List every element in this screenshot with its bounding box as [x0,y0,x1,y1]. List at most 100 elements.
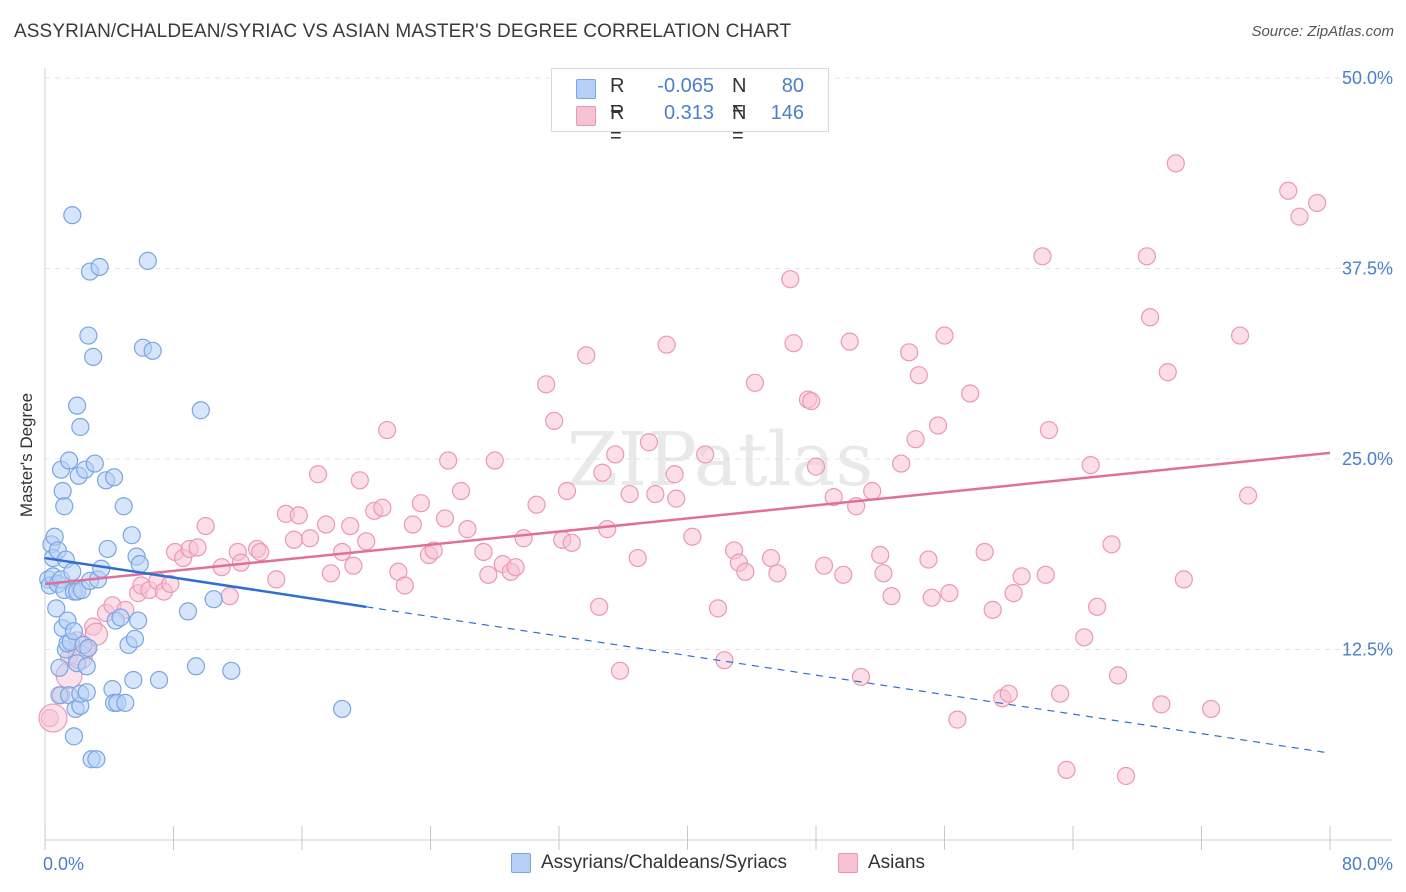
assyrians-trend-line [44,556,367,609]
data-point [610,661,630,680]
asians-trend-line [44,451,1331,586]
data-point [882,587,901,606]
data-point [122,526,141,545]
data-point [874,564,893,583]
data-point [284,530,304,549]
data-point [129,611,148,630]
data-point [395,576,414,595]
pink-swatch [576,106,596,126]
data-point [667,489,686,508]
data-point [84,347,103,366]
data-point [593,463,612,482]
y-tick-labels: 12.5% 25.0% 37.5% 50.0% [1342,68,1393,660]
data-point [892,454,911,473]
r-value: -0.065 [657,75,714,97]
data-point [919,550,938,569]
data-point [90,257,109,277]
data-point [1108,666,1128,685]
data-point [474,542,493,562]
data-point [485,451,504,470]
data-point [38,703,68,733]
data-point [928,416,948,435]
assyrians-trend-extension [366,606,1331,754]
data-point [708,599,728,618]
n-label: N = [732,75,747,120]
data-point [802,391,821,411]
r-label: R = [610,102,625,147]
data-point [781,270,800,289]
n-value: 80 [781,75,804,97]
data-point [736,562,755,581]
data-point [1290,207,1309,226]
data-point [220,587,239,606]
data-point [628,548,647,568]
x-tick-label: 0.0% [43,854,84,874]
legend-label: Assyrians/Chaldeans/Syriacs [541,852,788,873]
data-point [577,346,596,365]
data-point [784,334,803,353]
data-point [378,420,397,440]
data-point [1279,181,1298,200]
data-point [85,454,104,473]
data-point [267,570,286,589]
r-value: 0.313 [663,102,714,124]
n-value: 146 [770,102,804,124]
data-point [130,555,149,574]
data-point [68,396,87,415]
y-tick-label: 12.5% [1342,640,1393,660]
x-tick-label: 80.0% [1342,854,1393,874]
data-point [975,542,994,562]
data-point [665,465,684,484]
data-point [63,562,82,581]
data-point [79,326,98,345]
data-point [55,497,74,516]
data-point [77,657,96,676]
data-point [114,497,133,516]
data-point [289,506,308,525]
data-point [1238,486,1258,505]
chart-source: Source: ZipAtlas.com [1251,23,1394,40]
data-point [1075,628,1094,647]
data-point [606,445,625,464]
data-point [300,529,320,548]
data-point [439,451,458,470]
data-point [63,206,82,225]
data-point [562,533,581,552]
assyrians-points [39,206,352,769]
data-point [940,584,959,603]
data-point [824,488,843,507]
data-point [1057,760,1076,779]
data-point [1033,247,1052,266]
y-tick-label: 25.0% [1342,449,1393,469]
data-point [204,590,223,609]
data-point [871,545,890,565]
data-point [1158,363,1177,382]
pink-swatch [838,853,858,873]
data-point [1039,420,1059,440]
data-point [143,341,162,360]
data-point [948,710,967,729]
data-point [435,509,455,528]
data-point [1087,597,1107,616]
data-point [639,433,659,452]
data-point [590,597,609,616]
data-point [124,670,143,690]
data-point [1174,570,1193,589]
data-point [188,538,207,557]
data-point [646,484,665,504]
data-point [909,366,928,385]
data-point [514,529,533,548]
data-point [79,638,98,658]
data-point [1137,247,1156,266]
data-point [411,494,430,513]
data-point [999,684,1018,703]
data-point [350,471,369,490]
data-point [138,251,157,270]
data-point [316,515,336,534]
data-point [806,457,826,476]
data-point [696,445,715,464]
data-point [1036,565,1055,584]
data-point [64,622,84,641]
chart-title: ASSYRIAN/CHALDEAN/SYRIAC VS ASIAN MASTER… [14,21,792,42]
data-point [863,481,882,501]
